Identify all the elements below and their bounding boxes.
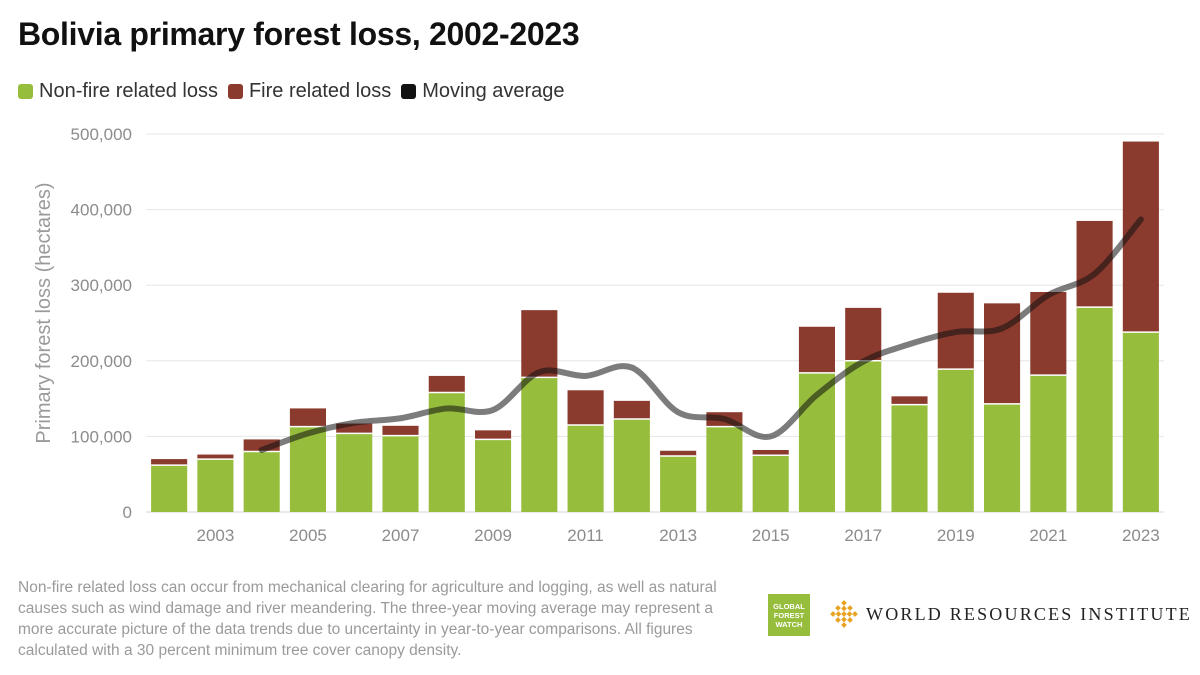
bar-non-fire [891, 404, 928, 512]
bar-fire [613, 400, 650, 420]
legend-item-non-fire: Non-fire related loss [18, 80, 218, 103]
bar-non-fire [521, 377, 558, 512]
y-tick-label: 200,000 [71, 352, 132, 371]
gfw-logo-line: WATCH [775, 619, 803, 629]
bar-fire [752, 450, 789, 456]
x-tick-label: 2019 [937, 526, 975, 545]
bar-non-fire [706, 426, 743, 512]
y-axis-label: Primary forest loss (hectares) [33, 182, 55, 443]
gfw-logo: GLOBAL FOREST WATCH [768, 594, 810, 636]
bar-non-fire [1030, 375, 1067, 512]
x-tick-label: 2023 [1122, 526, 1160, 545]
y-tick-label: 100,000 [71, 427, 132, 446]
bar-non-fire [567, 425, 604, 512]
bar-non-fire [660, 456, 697, 512]
bar-fire [845, 307, 882, 361]
legend-swatch-fire [227, 84, 243, 99]
bar-non-fire [289, 426, 327, 512]
footnote: Non-fire related loss can occur from mec… [18, 579, 717, 659]
moving-average-line [258, 216, 1144, 454]
x-tick-label: 2011 [567, 526, 604, 545]
bar-non-fire [382, 435, 419, 512]
bar-non-fire [197, 459, 234, 512]
bar-fire [660, 450, 697, 457]
bar-non-fire [1076, 307, 1113, 512]
bar-non-fire [474, 439, 512, 512]
legend-swatch-non-fire [18, 84, 33, 99]
legend: Non-fire related loss Fire related loss … [18, 80, 575, 103]
legend-label-non-fire: Non-fire related loss [39, 80, 218, 102]
wri-logo-text: WORLD RESOURCES INSTITUTE [866, 603, 1192, 624]
legend-label-fire: Fire related loss [248, 80, 392, 102]
bar-non-fire [613, 419, 650, 512]
bar-fire [567, 390, 604, 426]
y-tick-label: 400,000 [71, 201, 132, 220]
y-tick-label: 0 [123, 503, 132, 522]
bar-non-fire [336, 433, 373, 512]
wri-logo: WORLD RESOURCES INSTITUTE [830, 600, 1192, 628]
y-tick-label: 500,000 [71, 125, 132, 144]
bar-fire [336, 423, 373, 434]
gfw-logo-line: FOREST [773, 610, 805, 620]
bar-non-fire [937, 369, 974, 512]
x-tick-label: 2005 [289, 526, 327, 545]
bar-fire [474, 430, 512, 440]
bar-fire [197, 454, 234, 460]
bar-fire [428, 375, 465, 393]
bar-fire [151, 459, 188, 466]
x-tick-label: 2015 [752, 526, 790, 545]
x-tick-label: 2013 [659, 526, 697, 545]
gfw-logo-line: GLOBAL [773, 601, 805, 611]
bar-non-fire [983, 403, 1021, 512]
bar-fire [382, 425, 419, 436]
bar-fire [289, 408, 327, 427]
legend-swatch-moving-average [401, 84, 417, 99]
chart-title: Bolivia primary forest loss, 2002-2023 [18, 16, 580, 52]
bar-fire [798, 326, 836, 373]
x-tick-label: 2003 [196, 526, 234, 545]
legend-label-moving-average: Moving average [422, 80, 565, 102]
x-tick-label: 2009 [474, 526, 512, 545]
bar-non-fire [752, 455, 789, 512]
bar-non-fire [243, 451, 280, 512]
x-tick-label: 2017 [844, 526, 882, 545]
bar-non-fire [1122, 332, 1159, 512]
y-tick-label: 300,000 [71, 276, 132, 295]
bar-fire [521, 310, 558, 378]
bar-fire [891, 396, 928, 405]
x-tick-label: 2007 [382, 526, 420, 545]
legend-item-fire: Fire related loss [227, 80, 392, 103]
bar-non-fire [151, 465, 188, 512]
legend-item-moving-average: Moving average [401, 80, 565, 103]
wri-emblem-icon [830, 600, 858, 628]
x-tick-label: 2021 [1029, 526, 1067, 545]
bar-non-fire [845, 360, 882, 512]
chart-area: 0 100,000 200,000 300,000 400,000 500,000 Prim… [33, 125, 1164, 545]
